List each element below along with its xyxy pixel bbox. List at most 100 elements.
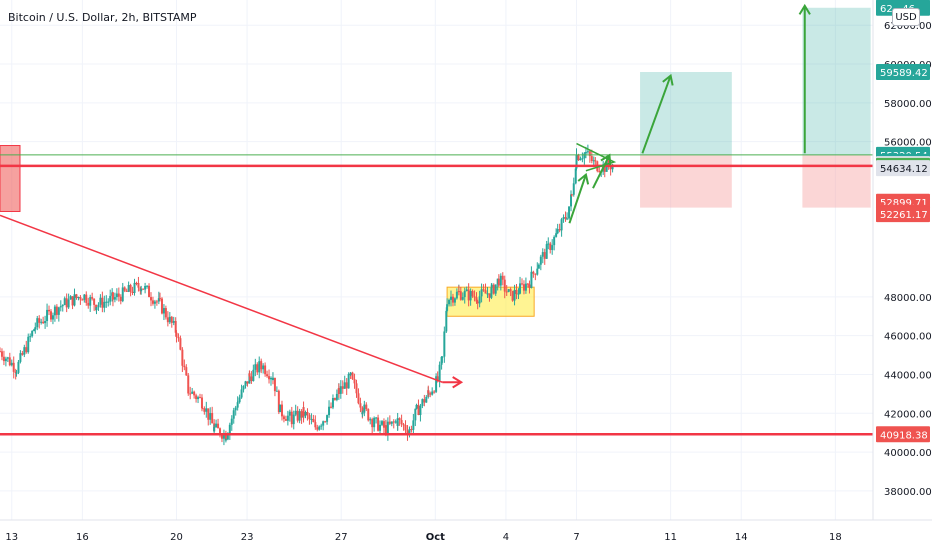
candle-body (515, 289, 518, 295)
price-tick-label: 40000.00 (884, 448, 932, 459)
drawing-zones (0, 7, 871, 317)
candle-body (207, 408, 210, 420)
candle-body (40, 321, 43, 323)
candle-body (377, 417, 380, 431)
candle-body (484, 290, 487, 294)
candle-body (457, 291, 460, 293)
candle-body (543, 252, 546, 259)
candle-body (503, 279, 506, 292)
candle-body (135, 282, 138, 284)
candle-body (195, 395, 198, 400)
candle-body (142, 288, 145, 290)
candle-body (127, 285, 130, 292)
candle-body (581, 158, 584, 160)
candle-body (429, 393, 432, 395)
candle-body (365, 404, 368, 410)
candle-body (57, 307, 60, 315)
candle-body (412, 420, 415, 430)
candle-body (603, 164, 606, 172)
time-axis-ticks: 13 16 20 23 27 Oct 4 7 11 14 18 (5, 532, 841, 543)
candle-body (282, 416, 285, 420)
price-tag-bg (876, 63, 930, 80)
candle-body (36, 318, 39, 328)
candle-body (312, 418, 315, 423)
candle-body (448, 299, 451, 305)
candle-body (19, 353, 22, 362)
candle-body (250, 376, 253, 382)
drawing-lines (0, 154, 873, 436)
currency-badge[interactable]: USD (892, 8, 920, 26)
candle-body (530, 271, 533, 288)
arrow-head (577, 172, 590, 185)
candle-body (149, 297, 152, 301)
candle-body (162, 308, 165, 314)
candle-body (222, 433, 225, 439)
candle-body (583, 153, 586, 159)
time-axis-panel[interactable] (0, 520, 932, 550)
arrow-head (600, 153, 612, 166)
candle-body (107, 301, 110, 303)
candle-body (509, 289, 512, 291)
candle-body (298, 411, 301, 421)
candle-body (101, 297, 104, 308)
candle-body (492, 284, 495, 294)
time-tick-label: 27 (335, 532, 348, 543)
arrow-shaft (592, 154, 611, 189)
candle-body (280, 404, 283, 417)
candle-body (308, 415, 311, 420)
candle-body (209, 413, 212, 420)
candle-body (300, 411, 303, 418)
candle-body (382, 421, 385, 428)
candle-body (69, 296, 72, 300)
candle-body (242, 385, 245, 390)
candle-body (440, 356, 443, 365)
candle-body (326, 415, 329, 421)
candle-body (392, 421, 395, 423)
candle-body (335, 393, 338, 400)
candle-body (572, 183, 575, 195)
candle-body (322, 421, 325, 426)
candle-body (268, 376, 271, 380)
candle-body (201, 408, 204, 410)
candle-body (33, 329, 36, 332)
candle-body (574, 168, 577, 184)
candle-body (34, 327, 37, 330)
candle-body (410, 429, 413, 431)
candle-body (0, 351, 1, 353)
candle-body (59, 306, 62, 308)
price-tag-label: 52899.71 (880, 198, 928, 209)
candle-body (558, 229, 561, 231)
candle-body (369, 419, 372, 421)
candle-body (417, 404, 420, 416)
candle-body (294, 410, 297, 415)
candle-body (592, 160, 595, 162)
candle-body (570, 194, 573, 207)
candle-body (271, 377, 274, 380)
candle-body (205, 408, 208, 412)
candle-body (566, 218, 569, 220)
candle-body (528, 284, 531, 288)
candle-body (185, 367, 188, 376)
candle-body (191, 391, 194, 394)
long-position-profit-zone (640, 71, 732, 155)
candle-body (494, 284, 497, 294)
time-tick-label: 16 (76, 532, 89, 543)
candle-body (144, 285, 147, 290)
candle-body (49, 311, 52, 320)
candle-body (213, 427, 216, 432)
time-tick-label: 11 (664, 532, 677, 543)
candle-body (371, 419, 374, 428)
candle-body (394, 421, 397, 423)
candle-body (17, 361, 20, 373)
candle-body (341, 386, 344, 389)
candle-body (129, 285, 132, 292)
candle-body (125, 290, 128, 292)
candle-body (427, 390, 430, 394)
time-tick-label: 7 (573, 532, 579, 543)
candle-body (598, 171, 601, 173)
candle-body (183, 365, 186, 368)
candle-body (415, 404, 418, 409)
candle-body (157, 298, 160, 302)
candle-body (111, 292, 114, 300)
